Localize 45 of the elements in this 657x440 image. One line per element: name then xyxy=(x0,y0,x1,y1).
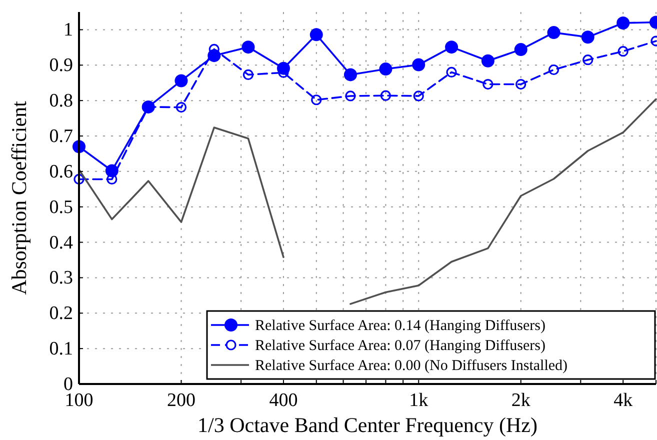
y-tick-label: 0.1 xyxy=(49,338,73,360)
point xyxy=(581,30,594,44)
point xyxy=(548,64,560,76)
legend-label: Relative Surface Area: 0.07 (Hanging Diffusers) xyxy=(255,338,546,354)
point xyxy=(344,68,357,82)
y-axis-title: Absorption Coefficient xyxy=(7,100,31,295)
x-tick-label: 4k xyxy=(614,390,634,411)
point xyxy=(481,54,494,68)
x-axis-title: 1/3 Octave Band Center Frequency (Hz) xyxy=(198,413,538,437)
point xyxy=(582,54,594,66)
x-tick-label: 1k xyxy=(409,390,429,411)
y-tick-label: 0.9 xyxy=(49,55,73,76)
y-tick-label: 0.4 xyxy=(49,232,74,254)
y-tick-label: 0.6 xyxy=(49,161,73,182)
point xyxy=(482,78,494,90)
y-tick-label: 0.3 xyxy=(49,268,73,289)
point xyxy=(310,28,323,42)
point xyxy=(547,26,560,40)
y-tick-label: 0.2 xyxy=(49,303,73,324)
x-tick-label: 2k xyxy=(511,390,531,411)
point xyxy=(311,94,322,106)
y-tick-label: 0.8 xyxy=(49,90,73,112)
point xyxy=(445,40,458,54)
point xyxy=(412,58,426,72)
point xyxy=(74,174,84,185)
legend-label: Relative Surface Area: 0.00 (No Diffusers Installed) xyxy=(255,358,568,374)
point xyxy=(516,78,526,90)
point xyxy=(514,43,528,56)
point xyxy=(174,74,188,88)
point xyxy=(413,90,424,102)
point xyxy=(242,69,254,80)
x-tick-label: 200 xyxy=(166,390,196,411)
y-tick-label: 0.7 xyxy=(49,126,73,147)
point xyxy=(176,102,187,113)
x-tick-label: 400 xyxy=(269,390,298,411)
legend-label: Relative Surface Area: 0.14 (Hanging Diffusers) xyxy=(255,318,546,334)
y-tick-label: 0.5 xyxy=(49,196,73,218)
point xyxy=(242,40,255,54)
point xyxy=(380,90,392,101)
y-tick-label: 1 xyxy=(64,20,73,41)
point xyxy=(616,16,630,30)
point xyxy=(379,62,392,76)
point xyxy=(446,66,457,78)
point xyxy=(345,90,356,102)
point xyxy=(618,46,628,57)
